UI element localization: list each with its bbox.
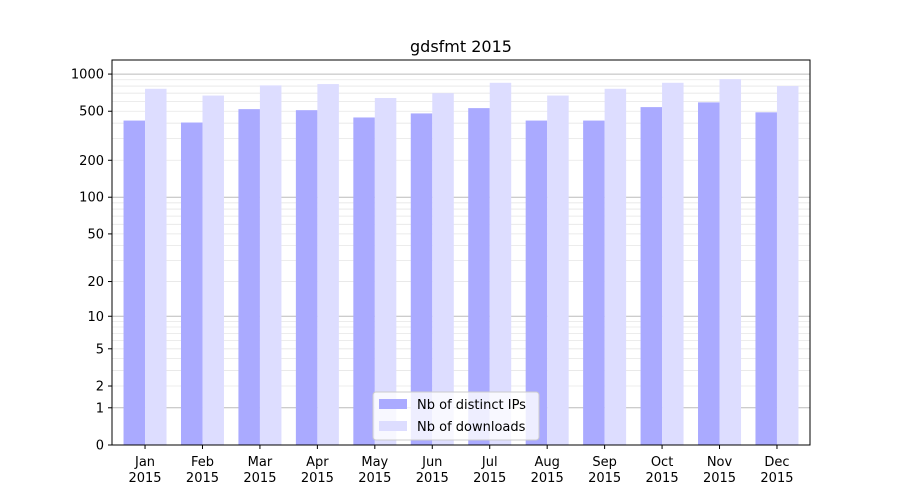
y-tick-label: 10 [87,310,104,325]
legend: Nb of distinct IPs Nb of downloads [372,391,540,441]
bar-downloads [489,82,512,445]
x-tick-label-month: May [361,455,388,470]
bar-downloads [145,88,167,445]
bar-downloads [317,84,339,445]
x-tick-label-year: 2015 [473,471,506,486]
x-tick-label-month: Jul [481,455,498,470]
x-tick-label-month: Nov [707,455,733,470]
x-tick-label-year: 2015 [243,471,276,486]
x-tick-label-year: 2015 [588,471,621,486]
bar-downloads [259,85,282,445]
bar-distinct-ips [525,120,548,445]
y-tick-label: 500 [79,105,104,120]
bar-downloads [432,93,454,445]
x-tick-label-month: Apr [306,455,329,470]
x-tick-label-month: Feb [191,455,214,470]
x-tick-label-year: 2015 [416,471,449,486]
y-tick-label: 1000 [71,68,104,83]
bars-layer [123,79,799,446]
bar-distinct-ips [640,107,663,445]
x-axis: Jan2015Feb2015Mar2015Apr2015May2015Jun20… [128,445,794,486]
y-tick-label: 100 [79,191,104,206]
y-tick-label: 5 [96,342,104,357]
bar-distinct-ips [410,113,433,445]
bar-downloads [202,95,224,445]
bar-distinct-ips [755,112,777,446]
bar-downloads [604,88,627,445]
x-tick-label-year: 2015 [186,471,219,486]
x-tick-label-year: 2015 [703,471,736,486]
bar-distinct-ips [123,120,146,445]
bar-downloads [374,98,397,445]
legend-label-downloads: Nb of downloads [417,420,526,435]
chart-title: gdsfmt 2015 [410,37,512,56]
x-tick-label-year: 2015 [531,471,564,486]
bar-distinct-ips [295,110,318,445]
bar-distinct-ips [698,102,720,445]
x-tick-label-month: Sep [592,455,617,470]
bar-downloads [547,95,569,445]
legend-label-distinct-ips: Nb of distinct IPs [417,398,526,413]
grid-layer [112,73,810,409]
x-tick-label-year: 2015 [358,471,391,486]
y-axis: 0 1 2 5 10 20 50 100 200 500 1000 [71,68,112,454]
x-tick-label-month: Oct [651,455,673,470]
y-tick-label: 0 [96,439,104,454]
legend-swatch-downloads [379,421,407,431]
x-tick-label-year: 2015 [301,471,334,486]
x-tick-label-month: Mar [248,455,273,470]
y-tick-label: 50 [87,227,104,242]
x-tick-label-year: 2015 [128,471,161,486]
bar-distinct-ips [583,120,605,445]
y-tick-label: 1 [96,401,104,416]
x-tick-label-month: Aug [534,455,559,470]
x-tick-label-month: Jan [134,455,155,470]
x-tick-label-month: Dec [764,455,789,470]
bar-distinct-ips [468,108,490,446]
y-tick-label: 2 [96,380,104,395]
plot-frame [111,59,811,446]
legend-swatch-distinct-ips [379,399,407,409]
y-tick-label: 200 [79,154,104,169]
bar-distinct-ips [180,122,203,446]
x-tick-label-year: 2015 [760,471,793,486]
bar-downloads [776,86,799,446]
legend-box [372,391,540,441]
y-tick-label: 20 [87,275,104,290]
bar-downloads [719,79,742,445]
bar-distinct-ips [353,117,375,445]
bar-downloads [662,82,684,445]
bar-distinct-ips [238,109,260,445]
x-tick-label-month: Jun [421,455,442,470]
x-tick-label-year: 2015 [646,471,679,486]
